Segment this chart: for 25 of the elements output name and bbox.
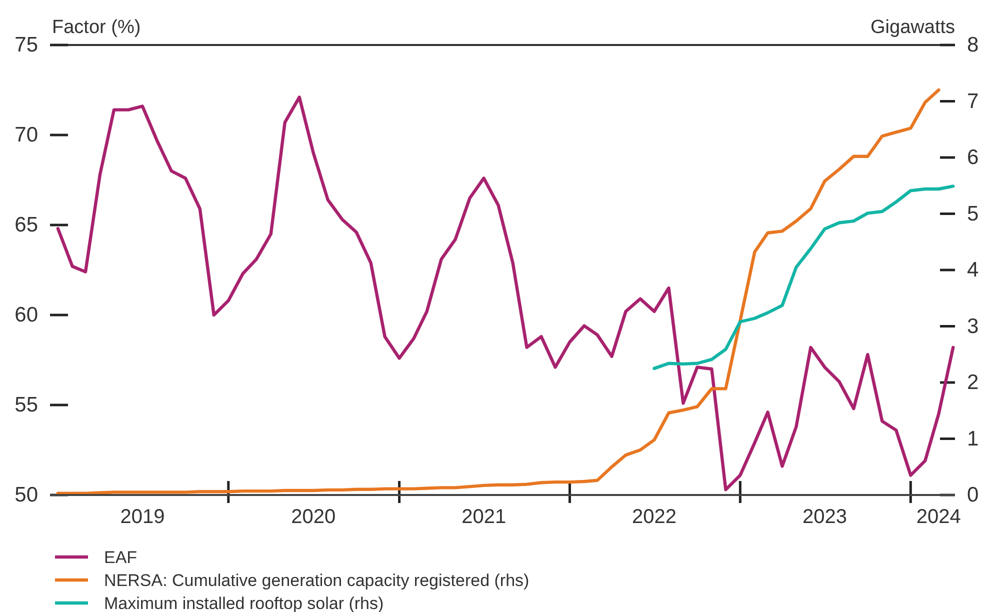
legend-label: EAF xyxy=(104,548,138,567)
y-tick-label: 75 xyxy=(14,34,38,57)
x-tick-label: 2019 xyxy=(120,506,165,528)
y2-tick-label: 8 xyxy=(967,34,979,57)
y2-tick-label: 6 xyxy=(967,146,979,170)
y-tick-label: 65 xyxy=(14,214,38,237)
y2-tick-label: 5 xyxy=(967,202,979,226)
y-tick-label: 55 xyxy=(14,394,38,417)
y2-axis-title: Gigawatts xyxy=(870,17,955,38)
legend-label: NERSA: Cumulative generation capacity registered (rhs) xyxy=(104,570,530,590)
y2-tick-label: 1 xyxy=(967,427,979,450)
x-tick-label: 2022 xyxy=(632,506,677,528)
y-tick-label: 70 xyxy=(14,124,38,147)
y2-tick-label: 7 xyxy=(967,90,979,113)
y2-tick-label: 0 xyxy=(967,484,979,507)
y2-tick-label: 2 xyxy=(967,371,979,394)
x-tick-label: 2020 xyxy=(291,506,336,528)
x-tick-label: 2021 xyxy=(462,506,506,528)
y-tick-label: 50 xyxy=(14,484,38,507)
y2-tick-label: 3 xyxy=(967,314,979,338)
y2-tick-label: 4 xyxy=(967,258,979,282)
x-tick-label: 2023 xyxy=(802,506,847,528)
x-tick-label: 2024 xyxy=(916,506,961,528)
y-tick-label: 60 xyxy=(14,304,38,327)
y-axis-title: Factor (%) xyxy=(52,17,141,38)
